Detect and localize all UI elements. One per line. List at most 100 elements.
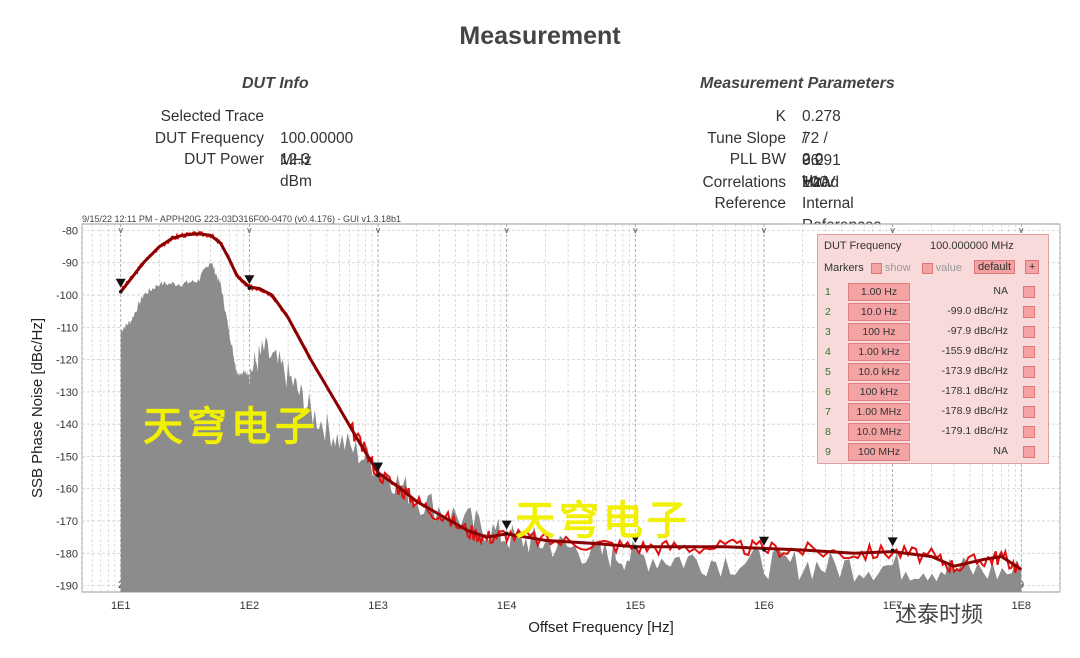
marker-point	[118, 289, 123, 294]
marker-point	[247, 286, 252, 291]
marker-row: 8 10.0 MHz -179.1 dBc/Hz	[818, 423, 1048, 441]
marker-value: -179.1 dBc/Hz	[941, 425, 1008, 437]
x-tick-label: 1E6	[754, 600, 774, 612]
marker-frequency-field[interactable]: 1.00 Hz	[848, 283, 910, 301]
y-tick-label: -130	[56, 387, 78, 399]
info-value: 100.00000 MHz	[280, 130, 354, 169]
marker-index: 4	[825, 346, 831, 358]
x-tick-label: 1E7	[883, 600, 903, 612]
marker-row: 6 100 kHz -178.1 dBc/Hz	[818, 383, 1048, 401]
remove-marker-button[interactable]	[1023, 366, 1035, 378]
marker-triangle	[244, 275, 255, 285]
default-button[interactable]: default	[974, 260, 1016, 274]
x-tick-label: 1E5	[626, 600, 646, 612]
marker-index: 6	[825, 386, 831, 398]
show-label: show	[884, 262, 911, 274]
dut-info-heading: DUT Info	[242, 75, 309, 92]
marker-frequency-field[interactable]: 1.00 kHz	[848, 343, 910, 361]
param-value: 100	[802, 174, 828, 191]
watermark: 天穹电子	[515, 498, 691, 544]
remove-marker-button[interactable]	[1023, 386, 1035, 398]
marker-frequency-field[interactable]: 10.0 Hz	[848, 303, 910, 321]
marker-row: 9 100 MHz NA	[818, 443, 1048, 461]
x-axis-label: Offset Frequency [Hz]	[528, 619, 674, 636]
y-tick-label: -100	[56, 290, 78, 302]
info-label: DUT Frequency	[154, 130, 264, 147]
y-tick-label: -180	[56, 548, 78, 560]
y-tick-label: -150	[56, 451, 78, 463]
page-title: Measurement	[459, 22, 621, 50]
x-tick-label: 1E1	[111, 600, 131, 612]
marker-value: -99.0 dBc/Hz	[947, 305, 1008, 317]
add-marker-button[interactable]: +	[1025, 260, 1040, 274]
marker-value: -155.9 dBc/Hz	[941, 345, 1008, 357]
marker-index: 8	[825, 426, 831, 438]
smoothed-trace-line	[119, 232, 1023, 571]
marker-frequency-field[interactable]: 10.0 MHz	[848, 423, 910, 441]
remove-marker-button[interactable]	[1023, 346, 1035, 358]
param-value: 72 / 96 Hz/V	[802, 130, 836, 191]
remove-marker-button[interactable]	[1023, 426, 1035, 438]
show-checkbox[interactable]	[870, 262, 882, 274]
marker-row: 4 1.00 kHz -155.9 dBc/Hz	[818, 343, 1048, 361]
marker-chevron: v	[890, 225, 895, 235]
remove-marker-button[interactable]	[1023, 326, 1035, 338]
remove-marker-button[interactable]	[1023, 446, 1035, 458]
marker-frequency-field[interactable]: 100 MHz	[848, 443, 910, 461]
param-label: Reference	[714, 195, 786, 212]
marker-number-label: 9	[1018, 580, 1024, 591]
marker-chevron: v	[762, 225, 767, 235]
marker-value: NA	[993, 445, 1008, 457]
marker-index: 1	[825, 286, 831, 298]
y-tick-label: -90	[62, 258, 78, 270]
info-value: 12.3 dBm	[280, 151, 312, 190]
info-label: Selected Trace	[160, 108, 264, 125]
param-label: Tune Slope	[707, 130, 786, 147]
markers-controls: Markers show value	[824, 262, 962, 274]
watermark: 天穹电子	[143, 404, 319, 450]
remove-marker-button[interactable]	[1023, 286, 1035, 298]
marker-triangle	[887, 537, 898, 547]
remove-marker-button[interactable]	[1023, 306, 1035, 318]
y-tick-label: -170	[56, 516, 78, 528]
x-tick-label: 1E8	[1011, 600, 1031, 612]
remove-marker-button[interactable]	[1023, 406, 1035, 418]
x-tick-label: 1E4	[497, 600, 517, 612]
marker-chevron: v	[376, 225, 381, 235]
marker-triangle	[501, 520, 512, 530]
marker-index: 3	[825, 326, 831, 338]
marker-point	[376, 473, 380, 478]
marker-row: 1 1.00 Hz NA	[818, 283, 1048, 301]
marker-triangle	[630, 534, 641, 544]
marker-point	[633, 545, 638, 549]
value-checkbox[interactable]	[921, 262, 933, 274]
y-tick-label: -120	[56, 355, 78, 367]
param-label: K	[775, 108, 786, 125]
brand-logo: 述泰时频	[895, 602, 984, 627]
marker-row: 7 1.00 MHz -178.9 dBc/Hz	[818, 403, 1048, 421]
raw-noise-area	[120, 263, 1022, 592]
marker-frequency-field[interactable]: 100 kHz	[848, 383, 910, 401]
marker-frequency-field[interactable]: 100 Hz	[848, 323, 910, 341]
marker-triangle	[115, 278, 126, 288]
marker-row: 3 100 Hz -97.9 dBc/Hz	[818, 323, 1048, 341]
marker-chevron: v	[1019, 225, 1024, 235]
marker-value: NA	[993, 285, 1008, 297]
y-axis-label: SSB Phase Noise [dBc/Hz]	[29, 318, 46, 498]
marker-index: 5	[825, 366, 831, 378]
marker-value: -178.9 dBc/Hz	[941, 405, 1008, 417]
y-tick-label: -190	[56, 581, 78, 593]
marker-triangle	[758, 536, 769, 546]
x-tick-label: 1E3	[368, 600, 388, 612]
y-tick-label: -110	[57, 322, 78, 334]
dut-frequency-label: DUT Frequency	[824, 240, 902, 252]
marker-value: -97.9 dBc/Hz	[947, 325, 1008, 337]
y-tick-label: -140	[56, 419, 78, 431]
marker-frequency-field[interactable]: 10.0 kHz	[848, 363, 910, 381]
marker-frequency-field[interactable]: 1.00 MHz	[848, 403, 910, 421]
param-value: 2.0 Hz	[802, 151, 824, 190]
dut-frequency-value: 100.000000 MHz	[930, 240, 1014, 252]
marker-chevron: v	[247, 225, 252, 235]
marker-value: -178.1 dBc/Hz	[941, 385, 1008, 397]
marker-point	[890, 548, 895, 553]
